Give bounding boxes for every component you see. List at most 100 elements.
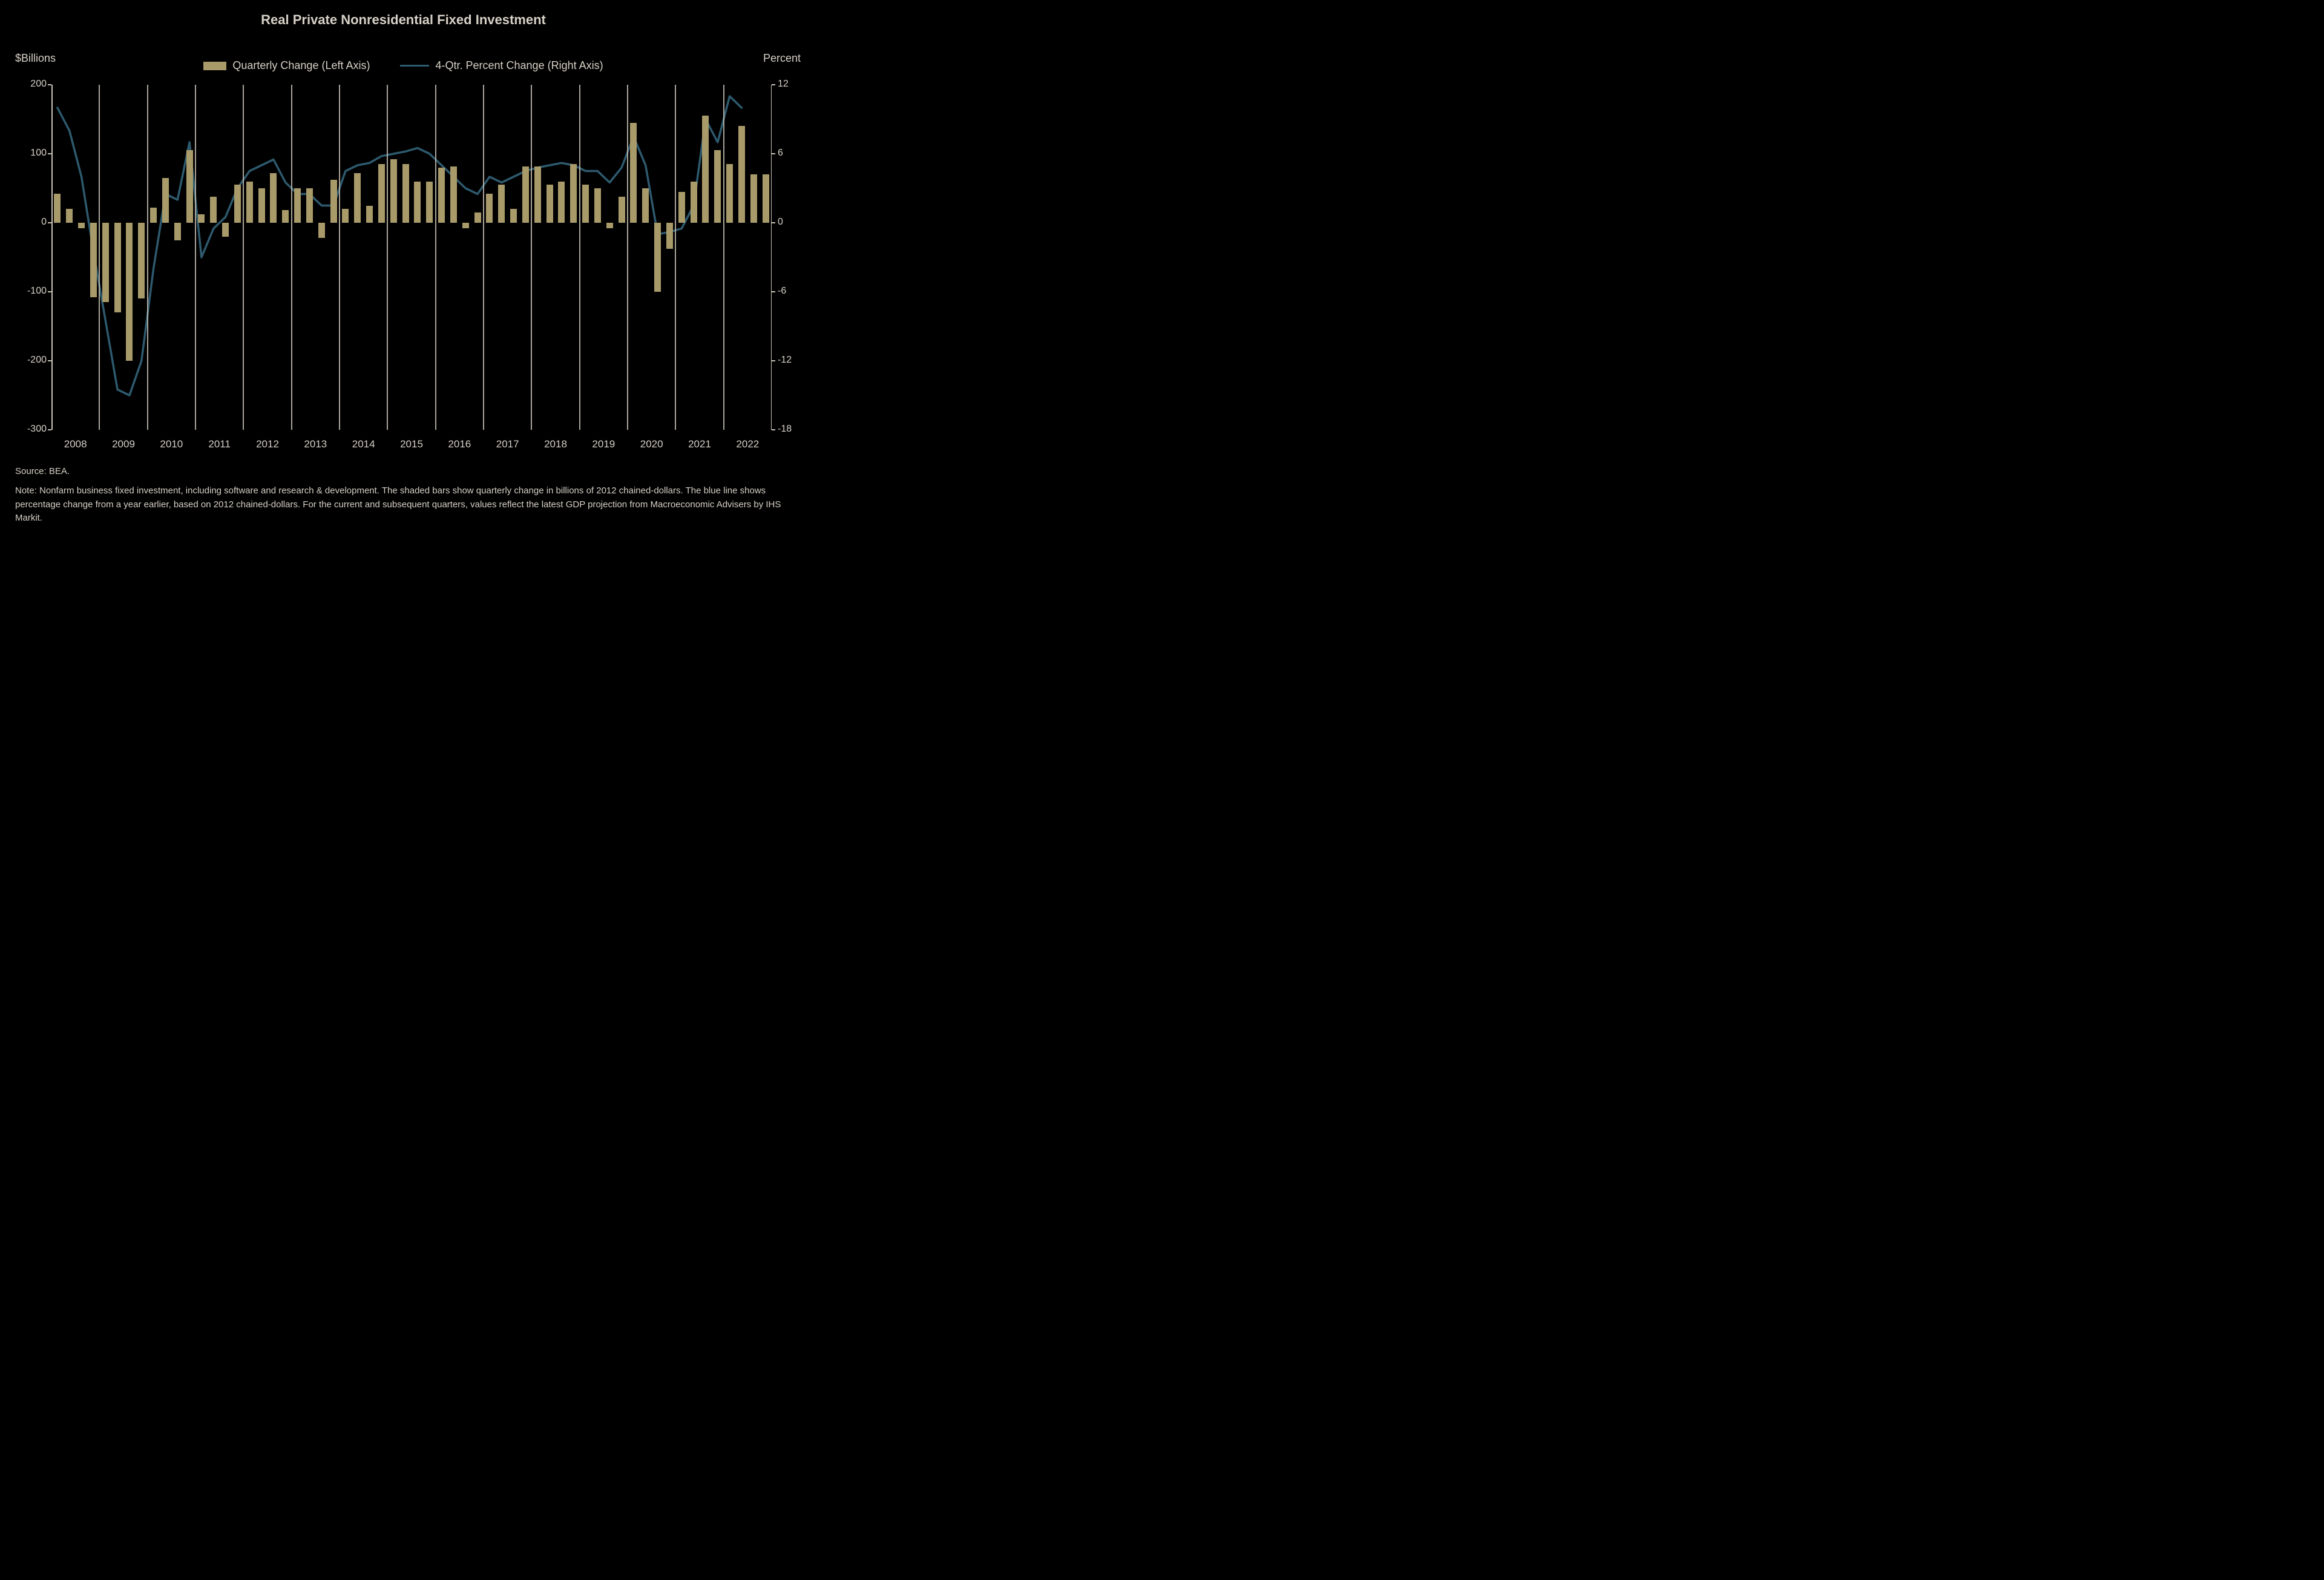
bar (498, 185, 505, 223)
y-right-tick-label: 0 (778, 217, 808, 228)
bar (714, 150, 721, 223)
bar (594, 188, 601, 223)
bar (102, 223, 109, 302)
bar (619, 197, 625, 223)
bar (426, 182, 433, 223)
bar (691, 182, 697, 223)
bar (282, 210, 289, 223)
chart-container: Real Private Nonresidential Fixed Invest… (0, 0, 807, 548)
bar (414, 182, 421, 223)
x-year-label: 2015 (400, 438, 423, 450)
bar (294, 188, 301, 223)
bar (763, 174, 769, 223)
year-divider (195, 85, 196, 430)
y-left-tick-label: -100 (10, 286, 47, 297)
x-year-label: 2012 (256, 438, 279, 450)
legend: Quarterly Change (Left Axis) 4-Qtr. Perc… (0, 59, 807, 72)
bar (90, 223, 97, 297)
bar (522, 166, 529, 223)
x-year-label: 2017 (496, 438, 519, 450)
bar (354, 173, 361, 223)
bar (666, 223, 673, 249)
bar (258, 188, 265, 223)
bar (246, 182, 253, 223)
y-left-tick-label: -200 (10, 355, 47, 366)
bar (306, 188, 313, 223)
bar (654, 223, 661, 292)
x-year-label: 2014 (352, 438, 375, 450)
year-divider (483, 85, 484, 430)
bar (186, 150, 193, 223)
y-right-tick-label: -12 (778, 355, 808, 366)
y-right-tick-label: 6 (778, 148, 808, 159)
bar (547, 185, 553, 223)
year-divider (243, 85, 244, 430)
legend-swatch-bar (203, 62, 226, 70)
legend-item-line: 4-Qtr. Percent Change (Right Axis) (400, 59, 603, 72)
x-year-label: 2016 (448, 438, 471, 450)
x-year-label: 2011 (208, 438, 231, 450)
bar (570, 164, 577, 223)
bar (270, 173, 277, 223)
year-divider (99, 85, 100, 430)
source-text: Source: BEA. (15, 466, 70, 476)
year-divider (627, 85, 628, 430)
x-year-label: 2009 (112, 438, 135, 450)
bar (450, 166, 457, 223)
bar (78, 223, 85, 228)
bar (198, 214, 205, 223)
year-divider (531, 85, 532, 430)
year-divider (387, 85, 388, 430)
bar (474, 212, 481, 223)
year-divider (147, 85, 148, 430)
bar (126, 223, 133, 361)
bar (582, 185, 589, 223)
legend-bar-label: Quarterly Change (Left Axis) (232, 59, 370, 72)
bar (330, 180, 337, 223)
y-right-tick-label: 12 (778, 79, 808, 90)
bar (222, 223, 229, 237)
bar (342, 209, 349, 223)
bar (318, 223, 325, 238)
legend-line-label: 4-Qtr. Percent Change (Right Axis) (435, 59, 603, 72)
bar (726, 164, 733, 223)
y-left-tick-label: 100 (10, 148, 47, 159)
bar (702, 116, 709, 223)
bar (510, 209, 517, 223)
legend-swatch-line (400, 65, 429, 67)
bar (558, 182, 565, 223)
bar (486, 194, 493, 223)
bar (138, 223, 145, 298)
bar (66, 209, 73, 223)
year-divider (723, 85, 724, 430)
x-year-label: 2013 (304, 438, 327, 450)
year-divider (579, 85, 580, 430)
line-series (51, 85, 772, 430)
y-left-tick-label: 200 (10, 79, 47, 90)
x-year-label: 2022 (736, 438, 759, 450)
bar (630, 123, 637, 223)
x-year-label: 2018 (544, 438, 567, 450)
year-divider (435, 85, 436, 430)
bar (174, 223, 181, 240)
bar (54, 194, 61, 223)
bar (150, 208, 157, 223)
bar (402, 164, 409, 223)
x-year-label: 2010 (160, 438, 183, 450)
x-year-label: 2021 (688, 438, 711, 450)
bar (114, 223, 121, 312)
x-year-label: 2020 (640, 438, 663, 450)
bar (462, 223, 469, 228)
bar (162, 178, 169, 223)
chart-title: Real Private Nonresidential Fixed Invest… (0, 12, 807, 28)
y-left-tick-label: -300 (10, 424, 47, 435)
bar (378, 164, 385, 223)
x-year-label: 2008 (64, 438, 87, 450)
bar (210, 197, 217, 223)
y-left-tick-label: 0 (10, 217, 47, 228)
note-text: Note: Nonfarm business fixed investment,… (15, 484, 798, 525)
plot-area (51, 85, 772, 430)
bar (390, 159, 397, 223)
y-right-tick-label: -18 (778, 424, 808, 435)
bar (366, 206, 373, 223)
